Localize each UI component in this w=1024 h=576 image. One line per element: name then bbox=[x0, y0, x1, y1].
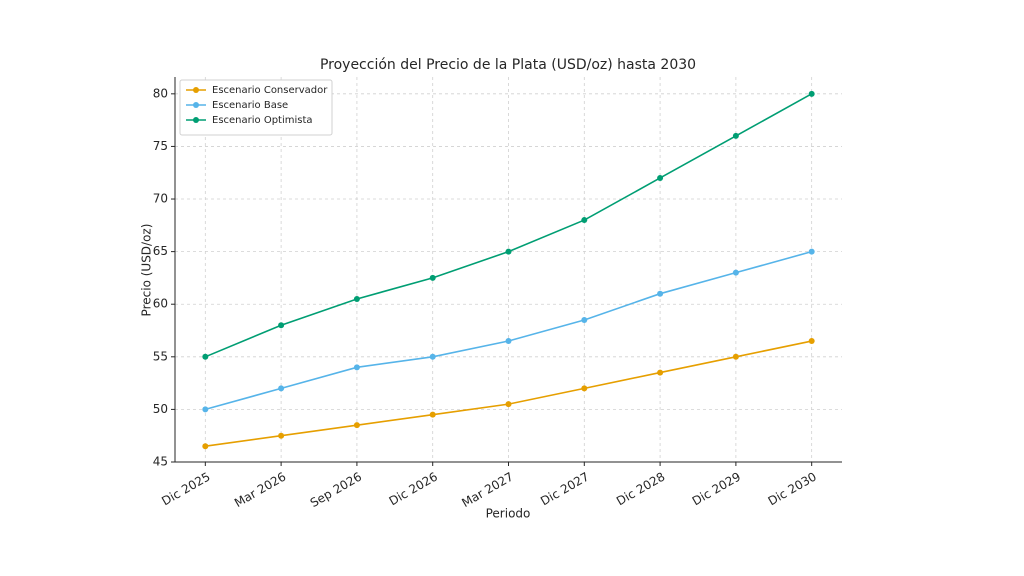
legend: Escenario Conservador Escenario Base Escen… bbox=[179, 79, 333, 136]
data-point bbox=[581, 316, 588, 323]
data-point bbox=[732, 269, 739, 276]
y-tick-label: 80 bbox=[153, 86, 168, 100]
data-point bbox=[278, 432, 285, 439]
y-tick-label: 50 bbox=[153, 402, 168, 416]
data-point bbox=[808, 338, 815, 345]
y-tick-label: 75 bbox=[153, 139, 168, 153]
legend-label: Escenario Optimista bbox=[212, 115, 313, 126]
data-point bbox=[429, 353, 436, 360]
data-point bbox=[353, 364, 360, 371]
data-point bbox=[581, 385, 588, 392]
data-point bbox=[657, 369, 664, 376]
data-point bbox=[808, 248, 815, 255]
data-point bbox=[581, 217, 588, 224]
legend-marker bbox=[193, 87, 199, 93]
legend-label: Escenario Base bbox=[212, 100, 288, 111]
data-point bbox=[657, 290, 664, 297]
data-point bbox=[429, 411, 436, 418]
y-tick-label: 60 bbox=[153, 297, 168, 311]
data-point bbox=[278, 322, 285, 329]
y-tick-label: 45 bbox=[153, 455, 168, 469]
x-axis-label: Periodo bbox=[486, 507, 531, 521]
data-point bbox=[657, 174, 664, 181]
data-point bbox=[202, 443, 209, 450]
y-tick-label: 55 bbox=[153, 349, 168, 363]
data-point bbox=[808, 90, 815, 97]
legend-marker bbox=[193, 102, 199, 108]
data-point bbox=[278, 385, 285, 392]
chart-title: Proyección del Precio de la Plata (USD/o… bbox=[320, 57, 696, 73]
data-point bbox=[505, 248, 512, 255]
data-point bbox=[429, 274, 436, 281]
data-point bbox=[202, 406, 209, 413]
data-point bbox=[353, 295, 360, 302]
data-point bbox=[202, 353, 209, 360]
data-point bbox=[353, 422, 360, 429]
data-point bbox=[732, 353, 739, 360]
legend-label: Escenario Conservador bbox=[212, 85, 328, 96]
legend-marker bbox=[193, 117, 199, 123]
y-tick-label: 70 bbox=[153, 192, 168, 206]
y-axis-label: Precio (USD/oz) bbox=[140, 224, 154, 317]
data-point bbox=[732, 132, 739, 139]
legend-box bbox=[179, 79, 333, 136]
data-point bbox=[505, 338, 512, 345]
data-point bbox=[505, 401, 512, 408]
y-tick-label: 65 bbox=[153, 244, 168, 258]
